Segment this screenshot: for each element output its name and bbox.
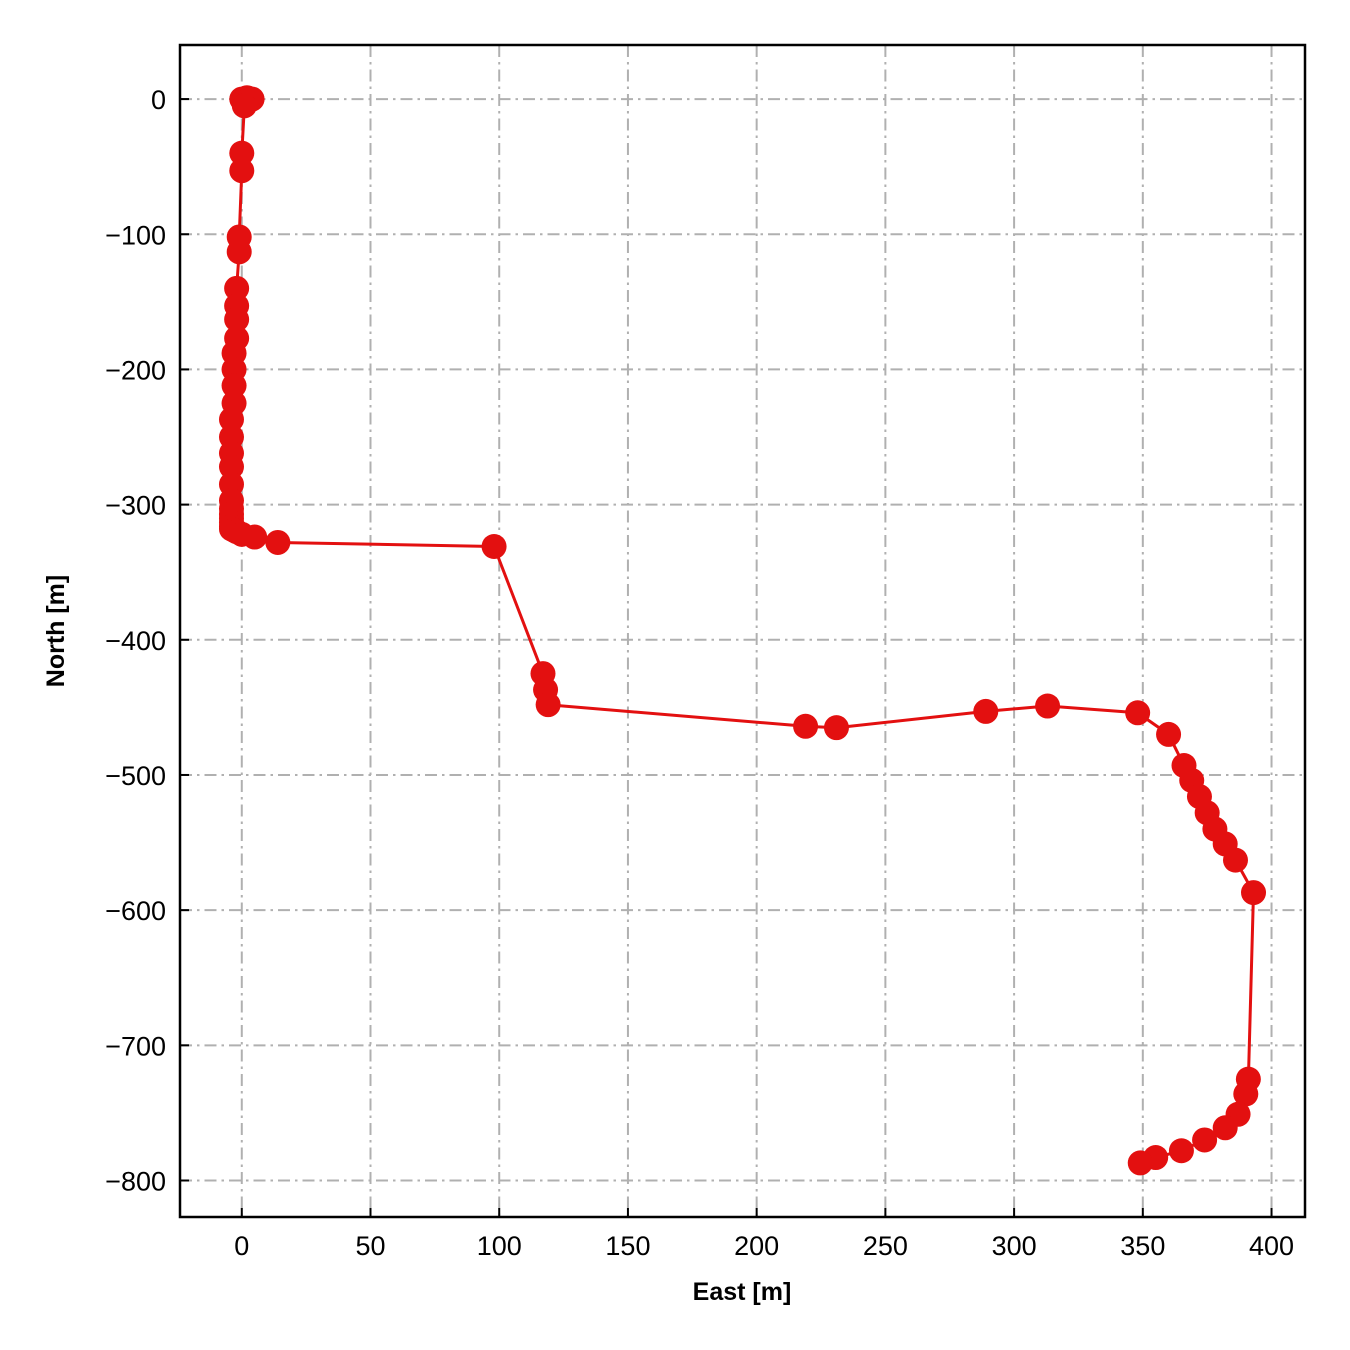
trajectory-point bbox=[218, 406, 244, 432]
trajectory-point bbox=[973, 698, 999, 724]
trajectory-point bbox=[221, 373, 247, 399]
trajectory-point bbox=[226, 239, 252, 265]
trajectory-point bbox=[1212, 1115, 1238, 1141]
x-tick-label: 250 bbox=[863, 1231, 908, 1261]
axis-ticks: 0 50 100 150 200 250 300 350 400 0 −100 −200 −300 −40… bbox=[105, 85, 1294, 1261]
trajectory-point bbox=[1222, 847, 1248, 873]
x-tick-label: 300 bbox=[992, 1231, 1037, 1261]
trajectory-point bbox=[1156, 721, 1182, 747]
y-tick-label: −200 bbox=[105, 355, 166, 385]
x-axis-title: East [m] bbox=[693, 1278, 792, 1306]
trajectory-point bbox=[793, 713, 819, 739]
trajectory-point bbox=[535, 692, 561, 718]
trajectory-point bbox=[1125, 700, 1151, 726]
y-tick-label: −800 bbox=[105, 1167, 166, 1197]
trajectory-point bbox=[1192, 1127, 1218, 1153]
trajectory-point bbox=[224, 275, 250, 301]
trajectory-point bbox=[242, 524, 268, 550]
trajectory-series bbox=[218, 85, 1267, 1176]
trajectory-point bbox=[1168, 1138, 1194, 1164]
y-tick-label: −500 bbox=[105, 761, 166, 791]
y-tick-label: −600 bbox=[105, 896, 166, 926]
trajectory-point bbox=[1233, 1081, 1259, 1107]
trajectory-point bbox=[481, 534, 507, 560]
trajectory-point bbox=[224, 306, 250, 332]
x-tick-label: 200 bbox=[734, 1231, 779, 1261]
y-tick-label: −400 bbox=[105, 626, 166, 656]
x-tick-label: 350 bbox=[1120, 1231, 1165, 1261]
trajectory-point bbox=[229, 140, 255, 166]
trajectory-point bbox=[265, 529, 291, 555]
trajectory-point bbox=[1035, 693, 1061, 719]
x-tick-label: 0 bbox=[234, 1231, 249, 1261]
trajectory-point bbox=[229, 158, 255, 184]
y-tick-label: −700 bbox=[105, 1031, 166, 1061]
trajectory-point bbox=[218, 454, 244, 480]
plot-frame bbox=[178, 43, 1307, 1219]
trajectory-point bbox=[231, 93, 257, 119]
y-tick-label: 0 bbox=[151, 85, 166, 115]
grid-lines bbox=[180, 45, 1305, 1217]
y-axis-title: North [m] bbox=[42, 575, 70, 687]
y-tick-label: −300 bbox=[105, 491, 166, 521]
y-tick-label: −100 bbox=[105, 220, 166, 250]
trajectory-point bbox=[1127, 1150, 1153, 1176]
x-tick-label: 400 bbox=[1249, 1231, 1294, 1261]
x-tick-label: 100 bbox=[477, 1231, 522, 1261]
x-tick-label: 50 bbox=[355, 1231, 385, 1261]
x-tick-label: 150 bbox=[605, 1231, 650, 1261]
trajectory-point bbox=[823, 715, 849, 741]
trajectory-point bbox=[1241, 880, 1267, 906]
